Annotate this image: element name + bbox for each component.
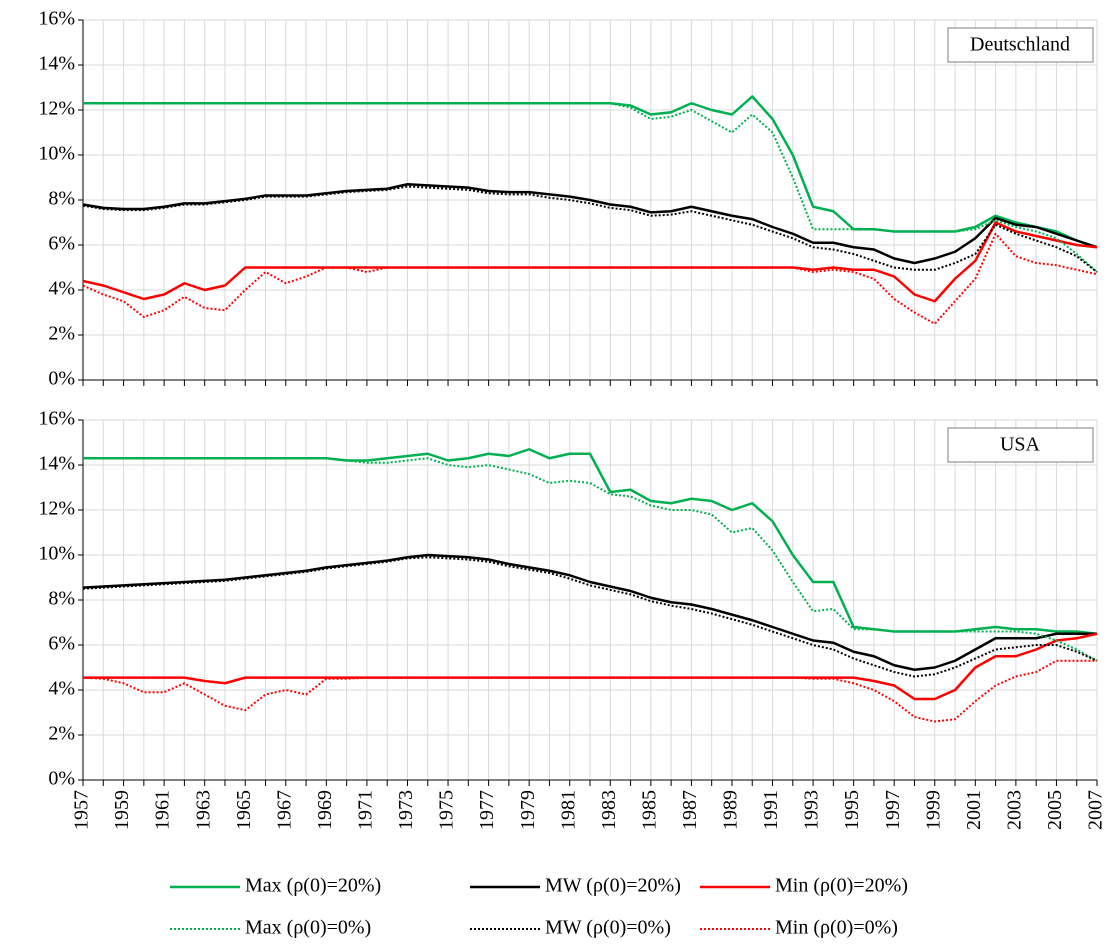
series-line — [82, 659, 1097, 723]
x-tick-label: 1997 — [882, 790, 904, 830]
chart-title: Deutschland — [970, 34, 1070, 56]
x-tick-label: 1965 — [233, 790, 255, 830]
x-tick-label: 1987 — [679, 790, 701, 830]
x-tick-label: 1973 — [395, 790, 417, 830]
x-tick-label: 1957 — [71, 790, 93, 830]
legend-label: MW (ρ(0)=20%) — [545, 875, 681, 897]
legend-label: Max (ρ(0)=0%) — [245, 917, 371, 939]
x-tick-label: 1971 — [355, 790, 377, 830]
series-line — [82, 553, 1097, 671]
y-tick-label: 10% — [38, 543, 75, 565]
y-tick-label: 16% — [38, 8, 75, 30]
x-tick-label: 1977 — [476, 790, 498, 830]
x-tick-label: 1995 — [841, 790, 863, 830]
series-line — [82, 183, 1098, 265]
series-line — [82, 232, 1098, 325]
chart-title: USA — [1000, 434, 1041, 456]
legend-label: Max (ρ(0)=20%) — [245, 875, 381, 897]
y-tick-label: 16% — [38, 408, 75, 430]
y-tick-label: 4% — [48, 678, 75, 700]
y-tick-label: 2% — [48, 323, 75, 345]
annotation-box — [947, 427, 1094, 463]
series-line — [82, 185, 1098, 273]
x-tick-label: 1963 — [192, 790, 214, 830]
y-tick-label: 10% — [38, 143, 75, 165]
y-tick-label: 6% — [48, 633, 75, 655]
x-tick-label: 1981 — [557, 790, 579, 830]
y-tick-label: 6% — [48, 233, 75, 255]
y-tick-label: 0% — [48, 768, 75, 790]
x-tick-label: 1959 — [111, 790, 133, 830]
y-tick-label: 8% — [48, 588, 75, 610]
y-tick-label: 14% — [38, 53, 75, 75]
y-tick-label: 2% — [48, 723, 75, 745]
x-tick-label: 1999 — [922, 790, 944, 830]
x-tick-label: 1969 — [314, 790, 336, 830]
series-line — [83, 457, 1098, 662]
x-tick-label: 2005 — [1044, 790, 1066, 830]
y-tick-label: 8% — [48, 188, 75, 210]
x-tick-label: 1993 — [801, 790, 823, 830]
y-tick-label: 0% — [48, 368, 75, 390]
x-tick-label: 2007 — [1085, 790, 1107, 830]
x-tick-label: 1967 — [273, 790, 295, 830]
x-tick-label: 1991 — [760, 790, 782, 830]
x-tick-label: 2001 — [963, 790, 985, 830]
annotation-box — [947, 27, 1094, 63]
legend-label: Min (ρ(0)=0%) — [775, 917, 898, 939]
x-tick-label: 1983 — [598, 790, 620, 830]
y-tick-label: 12% — [38, 98, 75, 120]
legend-label: Min (ρ(0)=20%) — [775, 875, 908, 897]
legend-label: MW (ρ(0)=0%) — [545, 917, 671, 939]
x-tick-label: 2003 — [1003, 790, 1025, 830]
y-tick-label: 14% — [38, 453, 75, 475]
x-tick-label: 1961 — [152, 790, 174, 830]
series-line — [83, 102, 1098, 273]
y-tick-label: 4% — [48, 278, 75, 300]
x-tick-label: 1979 — [517, 790, 539, 830]
x-tick-label: 1989 — [720, 790, 742, 830]
series-line — [82, 556, 1098, 678]
x-tick-label: 1975 — [436, 790, 458, 830]
x-tick-label: 1985 — [638, 790, 660, 830]
y-tick-label: 12% — [38, 498, 75, 520]
